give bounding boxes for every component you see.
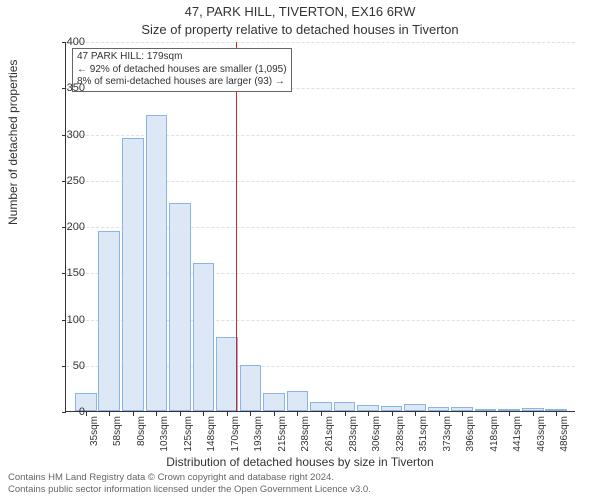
x-tick-label: 396sqm (465, 416, 476, 452)
x-tick-label: 463sqm (536, 416, 547, 452)
y-axis-label: Number of detached properties (6, 60, 20, 225)
bar (475, 409, 497, 411)
x-tick-mark (439, 412, 440, 416)
x-tick-label: 486sqm (559, 416, 570, 452)
x-tick-label: 328sqm (395, 416, 406, 452)
bar (240, 365, 262, 411)
x-tick-mark (297, 412, 298, 416)
y-tick-label: 100 (45, 314, 85, 326)
x-axis-label: Distribution of detached houses by size … (0, 455, 600, 469)
annotation-line: 8% of semi-detached houses are larger (9… (77, 76, 287, 89)
x-tick-label: 351sqm (418, 416, 429, 452)
bar (334, 402, 356, 411)
x-tick-label: 80sqm (136, 416, 147, 446)
bar (169, 203, 191, 411)
bar (451, 407, 473, 411)
bar (545, 409, 567, 411)
x-tick-label: 238sqm (300, 416, 311, 452)
x-tick-mark (250, 412, 251, 416)
footer-line1: Contains HM Land Registry data © Crown c… (8, 472, 371, 484)
x-tick-label: 35sqm (89, 416, 100, 446)
grid-line (66, 135, 575, 136)
annotation-line: ← 92% of detached houses are smaller (1,… (77, 64, 287, 77)
page-title-line1: 47, PARK HILL, TIVERTON, EX16 6RW (0, 4, 600, 19)
chart-plot-area: 35sqm58sqm80sqm103sqm125sqm148sqm170sqm1… (65, 42, 575, 412)
attribution-footer: Contains HM Land Registry data © Crown c… (8, 472, 371, 496)
x-tick-label: 418sqm (489, 416, 500, 452)
y-tick-label: 150 (45, 267, 85, 279)
y-tick-label: 250 (45, 175, 85, 187)
bar (122, 138, 144, 411)
bar (98, 231, 120, 411)
page-title-line2: Size of property relative to detached ho… (0, 22, 600, 37)
bar (428, 407, 450, 411)
x-tick-mark (509, 412, 510, 416)
x-tick-label: 215sqm (277, 416, 288, 452)
x-tick-mark (392, 412, 393, 416)
bar (287, 391, 309, 411)
x-tick-label: 170sqm (230, 416, 241, 452)
annotation-line: 47 PARK HILL: 179sqm (77, 51, 287, 64)
x-tick-label: 441sqm (512, 416, 523, 452)
x-tick-mark (109, 412, 110, 416)
bar (310, 402, 332, 411)
x-tick-mark (274, 412, 275, 416)
y-tick-label: 0 (45, 406, 85, 418)
x-tick-label: 103sqm (159, 416, 170, 452)
x-tick-mark (462, 412, 463, 416)
bar (404, 404, 426, 411)
x-tick-mark (533, 412, 534, 416)
x-tick-mark (486, 412, 487, 416)
x-tick-label: 58sqm (112, 416, 123, 446)
bar (216, 337, 238, 411)
x-tick-mark (133, 412, 134, 416)
footer-line2: Contains public sector information licen… (8, 484, 371, 496)
x-tick-label: 283sqm (348, 416, 359, 452)
bar (381, 406, 403, 411)
x-tick-mark (345, 412, 346, 416)
x-tick-label: 261sqm (324, 416, 335, 452)
x-tick-mark (203, 412, 204, 416)
x-tick-mark (180, 412, 181, 416)
bar (146, 115, 168, 411)
bar (498, 409, 520, 411)
annotation-box: 47 PARK HILL: 179sqm← 92% of detached ho… (72, 48, 292, 92)
x-tick-label: 306sqm (371, 416, 382, 452)
bar (357, 405, 379, 411)
x-tick-label: 373sqm (442, 416, 453, 452)
bar (193, 263, 215, 411)
x-tick-mark (227, 412, 228, 416)
bar (263, 393, 285, 412)
x-tick-mark (556, 412, 557, 416)
y-tick-label: 300 (45, 129, 85, 141)
y-tick-label: 400 (45, 36, 85, 48)
x-tick-mark (368, 412, 369, 416)
x-tick-label: 193sqm (253, 416, 264, 452)
grid-line (66, 42, 575, 43)
bar (522, 408, 544, 411)
x-tick-mark (321, 412, 322, 416)
x-tick-label: 125sqm (183, 416, 194, 452)
y-tick-label: 350 (45, 82, 85, 94)
x-tick-mark (156, 412, 157, 416)
x-tick-mark (86, 412, 87, 416)
reference-line (236, 42, 237, 411)
y-tick-label: 200 (45, 221, 85, 233)
x-tick-label: 148sqm (206, 416, 217, 452)
y-tick-label: 50 (45, 360, 85, 372)
x-tick-mark (415, 412, 416, 416)
